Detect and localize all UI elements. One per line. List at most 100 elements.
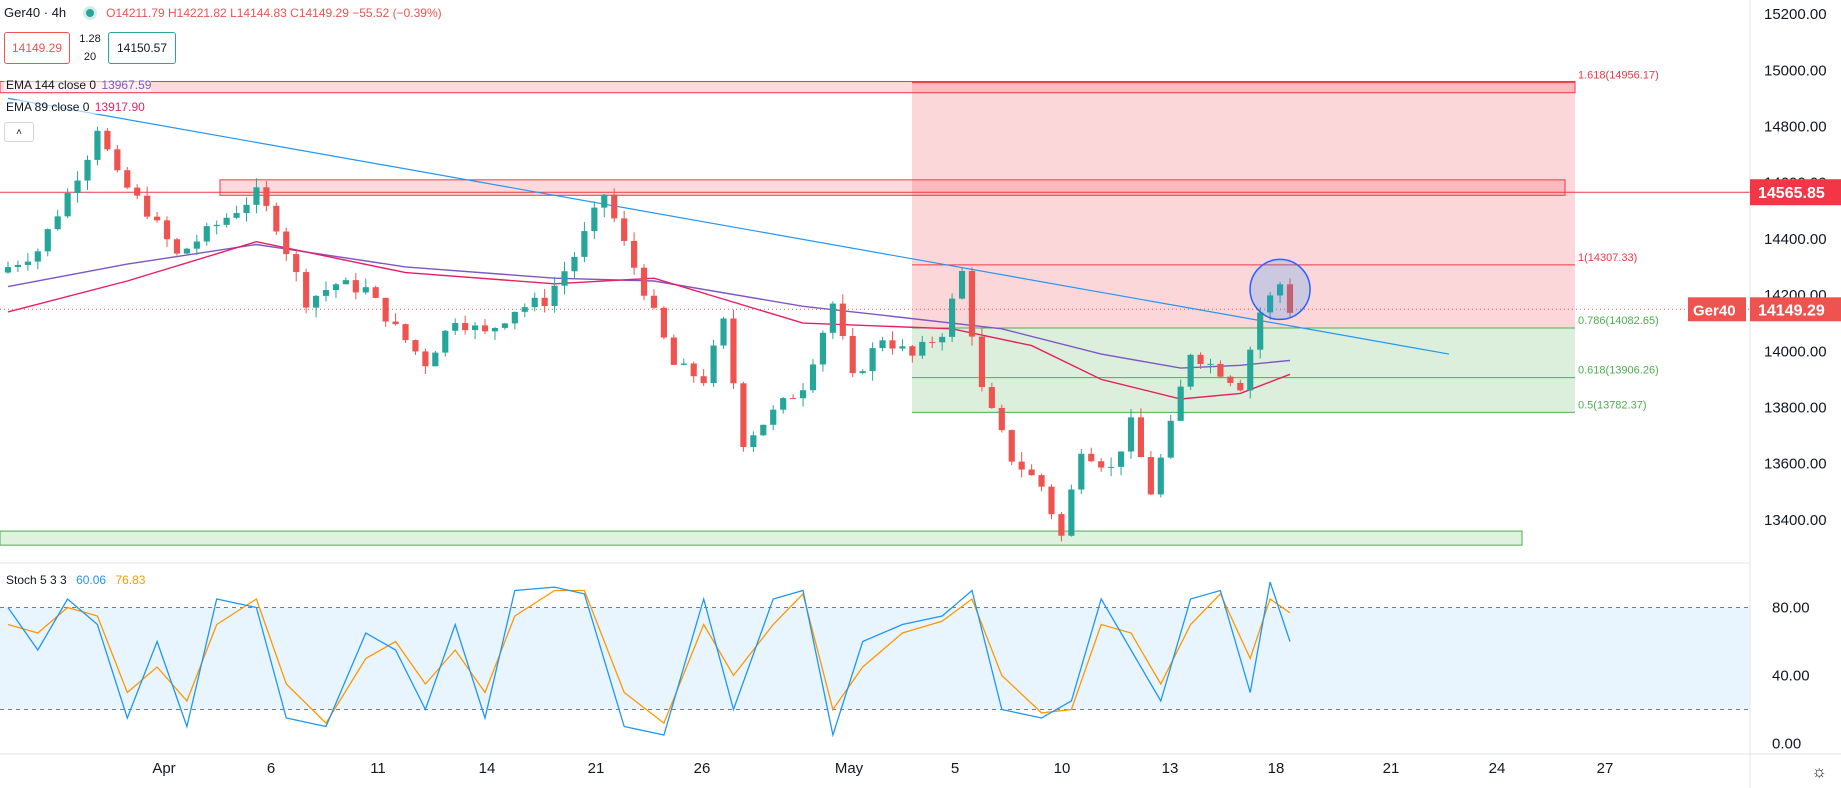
candle-body: [839, 303, 846, 336]
low-value: L14144.83: [230, 5, 287, 20]
price-tick-label: 15200.00: [1764, 6, 1827, 23]
candle-body: [312, 295, 320, 308]
candle-body: [283, 231, 290, 255]
candle-body: [481, 325, 489, 332]
candle-body: [780, 398, 787, 410]
candle-body: [392, 321, 399, 325]
close-value: C14149.29: [290, 5, 349, 20]
candle-body: [1207, 363, 1214, 365]
candle-body: [879, 340, 886, 349]
candle-body: [452, 323, 459, 331]
ema89-value: 13917.90: [94, 100, 145, 114]
candle-body: [1127, 417, 1135, 452]
candle-body: [1247, 349, 1254, 391]
ema89-legend[interactable]: EMA 89 close 0 13917.90: [4, 100, 145, 114]
symbol-name[interactable]: Ger40: [4, 5, 41, 20]
candle-body: [929, 341, 936, 343]
price-tick-label: 14000.00: [1764, 343, 1827, 360]
candle-body: [74, 180, 81, 194]
current-tag-text: 14149.29: [1758, 302, 1825, 319]
candle-body: [1137, 417, 1145, 458]
candle-body: [561, 271, 568, 286]
price-tick-label: 15000.00: [1764, 62, 1827, 79]
candle-body: [1108, 466, 1115, 468]
candle-body: [1187, 354, 1194, 387]
candle-body: [213, 224, 220, 227]
buy-button[interactable]: 14150.57: [108, 32, 176, 64]
interval-label[interactable]: 4h: [51, 5, 67, 20]
candle-body: [601, 194, 608, 208]
candle-body: [909, 346, 916, 356]
stoch-legend[interactable]: Stoch 5 3 3 60.06 76.83: [4, 573, 146, 587]
candle-body: [1018, 461, 1025, 470]
candle-body: [1257, 312, 1264, 350]
ema144-legend[interactable]: EMA 144 close 0 13967.59: [4, 78, 152, 92]
spread-display: 1.28 20: [74, 30, 106, 66]
quantity-value: 20: [83, 51, 97, 63]
candle-body: [293, 254, 300, 273]
fib-level-label: 0.618(13906.26): [1578, 365, 1659, 377]
candle-body: [1048, 486, 1055, 515]
ema144-label: EMA 144 close 0: [6, 78, 97, 92]
candle-body: [829, 303, 836, 333]
highlight-circle: [1249, 258, 1311, 321]
candle-body: [1237, 382, 1244, 391]
candle-body: [1098, 461, 1105, 468]
stoch-tick-label: 0.00: [1772, 736, 1801, 753]
candle-body: [730, 318, 737, 384]
candle-body: [1267, 295, 1274, 313]
candle-body: [591, 207, 598, 232]
fib-level-label: 1.618(14956.17): [1578, 70, 1659, 82]
candle-body: [869, 348, 876, 372]
candle-body: [233, 213, 240, 218]
fib-target-zone: [912, 82, 1575, 329]
stoch-tick-label: 40.00: [1772, 668, 1810, 685]
candle-body: [770, 409, 777, 425]
stoch-label: Stoch 5 3 3: [6, 573, 67, 587]
candle-body: [4, 267, 12, 273]
candle-body: [819, 332, 826, 365]
candle-body: [1286, 284, 1294, 313]
collapse-legend-button[interactable]: ˄: [4, 122, 34, 142]
top-resistance-zone: [0, 80, 1576, 94]
candle-body: [581, 231, 588, 257]
candle-body: [1038, 475, 1045, 487]
candle-body: [720, 318, 727, 346]
candle-body: [621, 218, 628, 241]
stoch-d-line: [7, 589, 1291, 725]
candle-body: [84, 159, 91, 181]
price-tick-label: 13600.00: [1764, 456, 1827, 473]
candle-body: [144, 195, 151, 217]
candle-body: [571, 256, 578, 272]
candle-body: [670, 337, 677, 365]
candle-body: [342, 280, 349, 285]
current-price-tag: [1750, 297, 1841, 322]
candle-body: [1088, 453, 1095, 462]
fib-level-label: 1(14307.33): [1578, 252, 1637, 264]
time-tick-label: 13: [1162, 760, 1179, 777]
candle-body: [44, 229, 51, 252]
time-tick-label: 14: [479, 760, 496, 777]
sell-button[interactable]: 14149.29: [4, 32, 70, 64]
candle-body: [372, 287, 379, 298]
candle-body: [104, 130, 111, 150]
candle-body: [163, 220, 171, 240]
candle-body: [362, 287, 369, 293]
candle-body: [919, 341, 926, 356]
candle-body: [640, 267, 648, 296]
candle-body: [173, 239, 181, 254]
candle-body: [263, 187, 270, 206]
candle-body: [193, 241, 200, 249]
time-tick-label: 24: [1489, 760, 1506, 777]
gear-icon[interactable]: ☼: [1811, 762, 1827, 781]
candle-body: [94, 130, 101, 160]
price-tick-label: 13800.00: [1764, 399, 1827, 416]
fib-entry-zone: [912, 328, 1575, 413]
candle-body: [253, 187, 260, 205]
price-tick-label: 14800.00: [1764, 118, 1827, 135]
candle-body: [541, 297, 548, 307]
candle-body: [949, 298, 956, 337]
candle-body: [14, 264, 22, 268]
high-value: H14221.82: [168, 5, 227, 20]
